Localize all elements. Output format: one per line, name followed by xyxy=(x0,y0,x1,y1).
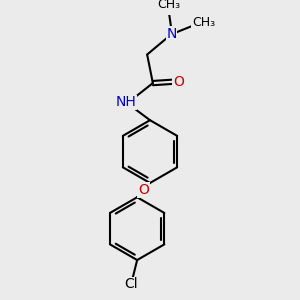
Text: Cl: Cl xyxy=(124,277,138,291)
Text: N: N xyxy=(166,27,177,41)
Text: NH: NH xyxy=(116,95,136,110)
Text: CH₃: CH₃ xyxy=(157,0,180,11)
Text: O: O xyxy=(138,183,149,197)
Text: CH₃: CH₃ xyxy=(192,16,215,29)
Text: O: O xyxy=(173,75,184,89)
